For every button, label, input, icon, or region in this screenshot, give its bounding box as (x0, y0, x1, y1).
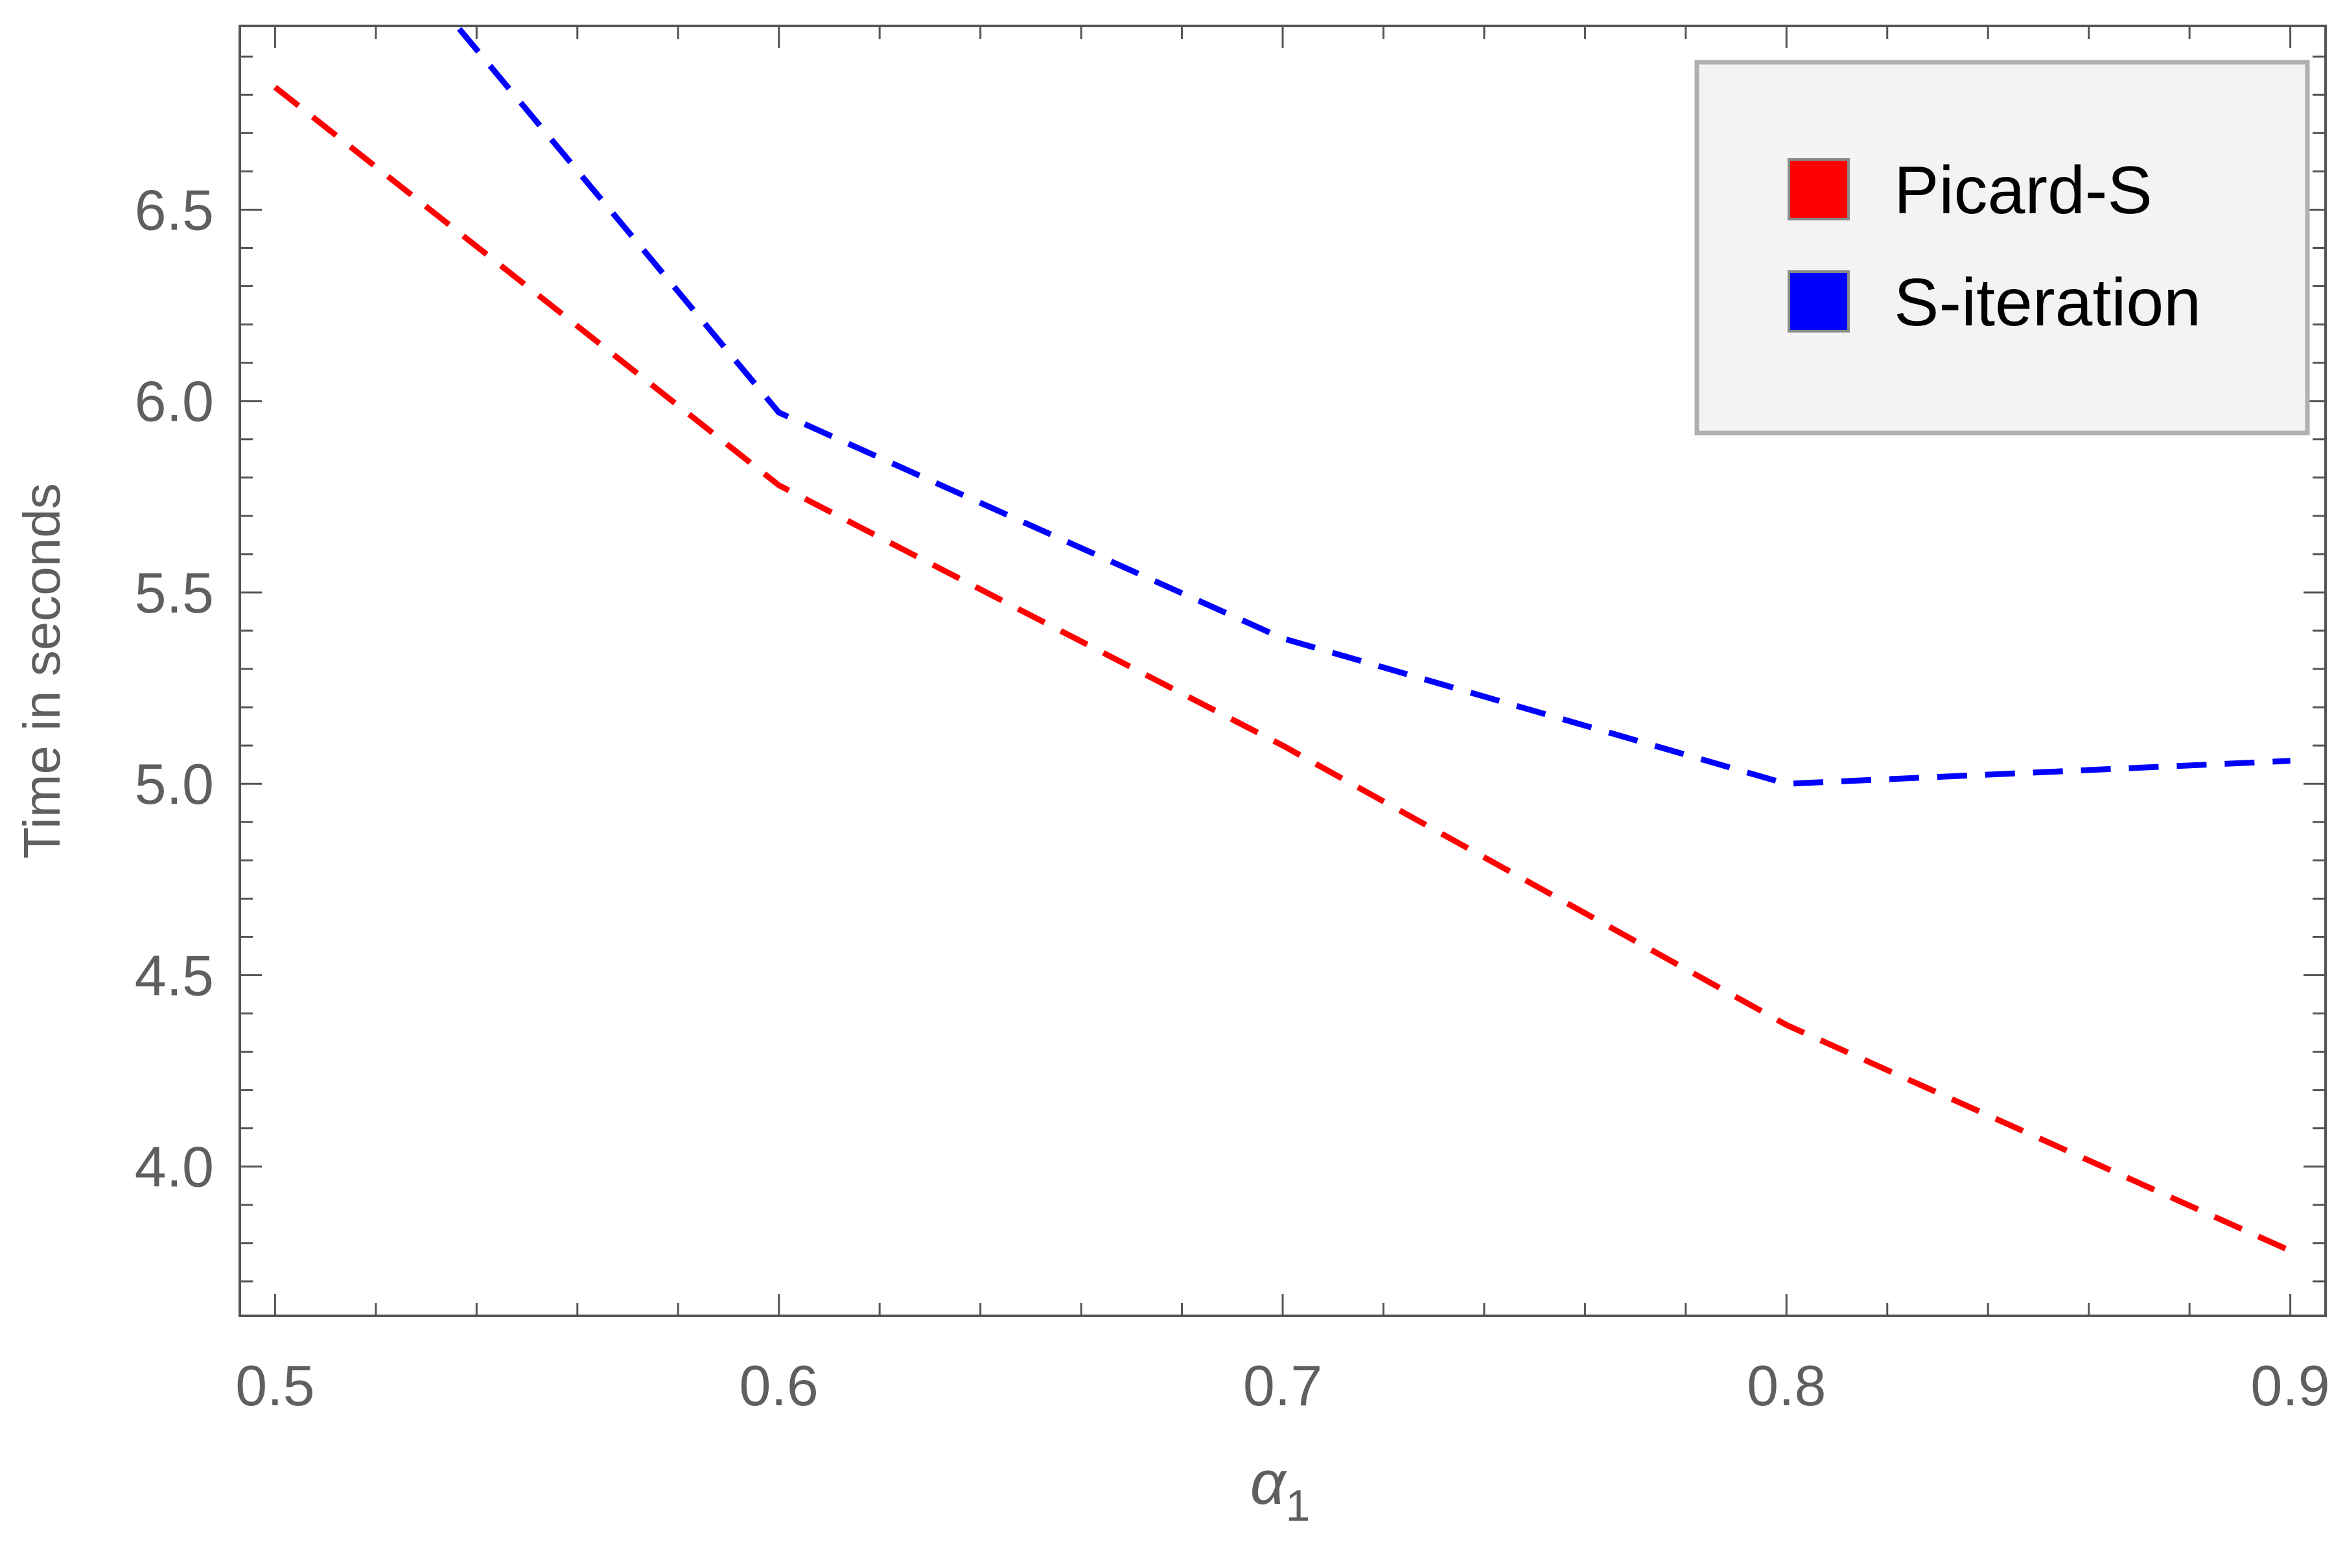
x-tick-label: 0.5 (235, 1353, 314, 1418)
legend-box (1694, 60, 2310, 436)
series-line-picard-s (273, 84, 2292, 1254)
y-tick-label: 6.5 (135, 178, 214, 242)
legend-swatch-s-iteration (1788, 270, 1850, 333)
tick-marks (240, 26, 2326, 1316)
y-axis-label: Time in seconds (13, 483, 71, 859)
series-line-s-iteration (452, 26, 2291, 787)
legend-label-s-iteration: S-iteration (1894, 265, 2201, 340)
x-tick-label: 0.7 (1243, 1353, 1322, 1418)
legend-entries: Picard-S S-iteration (1788, 153, 2201, 340)
y-tick-label: 6.0 (135, 369, 214, 434)
tick-labels: 0.5 0.6 0.7 0.8 0.9 4.0 4.5 5.0 5.5 6.0 6.5 (135, 178, 2330, 1418)
x-axis-label-subscript: 1 (1285, 1481, 1310, 1530)
x-axis-label: α1 (1250, 1448, 1311, 1530)
y-tick-label: 4.0 (135, 1135, 214, 1199)
legend-swatch-picard-s (1788, 158, 1850, 220)
x-tick-label: 0.8 (1747, 1353, 1826, 1418)
y-tick-label: 5.0 (135, 752, 214, 816)
legend-label-picard-s: Picard-S (1894, 153, 2152, 228)
legend: Picard-S S-iteration (1694, 60, 2310, 436)
x-tick-label: 0.9 (2250, 1353, 2329, 1418)
series-layer (273, 26, 2292, 1254)
y-tick-label: 4.5 (135, 943, 214, 1007)
y-tick-label: 5.5 (135, 561, 214, 625)
x-tick-label: 0.6 (740, 1353, 819, 1418)
x-axis-label-main: α (1250, 1448, 1287, 1517)
